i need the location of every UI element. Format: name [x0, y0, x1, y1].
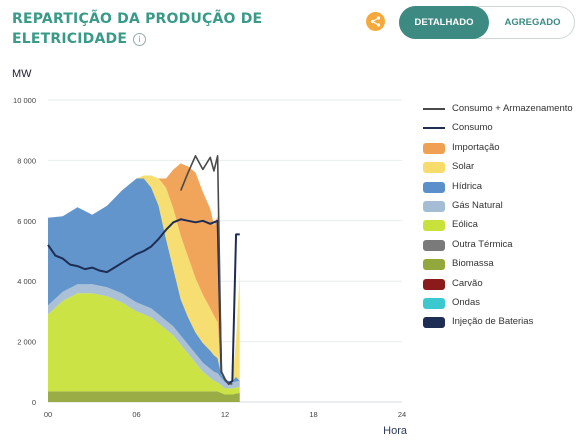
legend-swatch	[423, 278, 445, 290]
x-tick-label: 06	[132, 410, 140, 419]
legend-label: Outra Térmica	[452, 238, 513, 250]
y-axis-unit: MW	[12, 68, 32, 80]
area-series	[48, 163, 240, 402]
detailed-button[interactable]: DETALHADO	[399, 6, 489, 39]
legend-label: Carvão	[452, 277, 483, 289]
legend-swatch	[423, 239, 445, 251]
legend-label: Solar	[452, 161, 475, 173]
area-biomassa[interactable]	[48, 391, 240, 402]
legend-swatch	[423, 162, 445, 174]
legend-label: Hídrica	[452, 180, 483, 192]
line-consumo-armazenamento[interactable]	[180, 155, 233, 385]
legend-label: Injeção de Baterias	[452, 316, 534, 328]
aggregated-button[interactable]: AGREGADO	[504, 17, 561, 28]
area-h-drica[interactable]	[48, 178, 240, 383]
title-line-1: REPARTIÇÃO DA PRODUÇÃO DE	[12, 11, 263, 27]
legend-swatch	[423, 220, 445, 232]
legend-swatch	[423, 200, 445, 212]
page-title: REPARTIÇÃO DA PRODUÇÃO DE ELETRICIDADE i	[12, 9, 272, 49]
y-tick-label: 2 000	[17, 338, 36, 347]
legend-swatch	[423, 317, 445, 329]
legend-swatch	[423, 108, 445, 110]
legend-swatch	[423, 127, 445, 130]
x-tick-label: 00	[44, 410, 52, 419]
legend-label: Eólica	[452, 219, 478, 231]
x-axis-label: Hora	[383, 425, 408, 437]
legend-swatch	[423, 297, 445, 309]
y-tick-label: 0	[32, 398, 36, 407]
line-series	[47, 155, 240, 385]
legend-swatch	[423, 259, 445, 271]
legend-label: Consumo + Armazenamento	[452, 103, 573, 114]
area-e-lica[interactable]	[48, 293, 240, 395]
area-importa-o[interactable]	[48, 163, 240, 381]
legend-label: Gás Natural	[452, 199, 503, 211]
x-tick-label: 24	[398, 410, 406, 419]
y-tick-label: 4 000	[17, 277, 36, 286]
legend-swatch	[423, 142, 445, 154]
legend-label: Consumo	[452, 122, 493, 134]
share-icon[interactable]	[366, 12, 385, 31]
info-icon[interactable]: i	[133, 33, 147, 46]
legend-label: Ondas	[452, 296, 480, 308]
x-tick-label: 12	[221, 410, 229, 419]
share-glyph	[370, 16, 381, 27]
y-tick-label: 6 000	[17, 217, 36, 226]
x-tick-label: 18	[309, 410, 317, 419]
y-tick-label: 10 000	[13, 96, 36, 105]
area-g-s-natural[interactable]	[48, 284, 240, 389]
legend-label: Importação	[452, 141, 500, 153]
legend-label: Biomassa	[452, 258, 494, 270]
title-line-2: ELETRICIDADE	[12, 31, 128, 47]
axis-ticks: 0 2 000 4 000 6 000 8 000 10 000 00 06 12 18 24 Hor…	[13, 96, 408, 437]
legend-swatch	[423, 181, 445, 193]
view-toggle: DETALHADO AGREGADO	[399, 6, 575, 39]
y-tick-label: 8 000	[17, 156, 36, 165]
